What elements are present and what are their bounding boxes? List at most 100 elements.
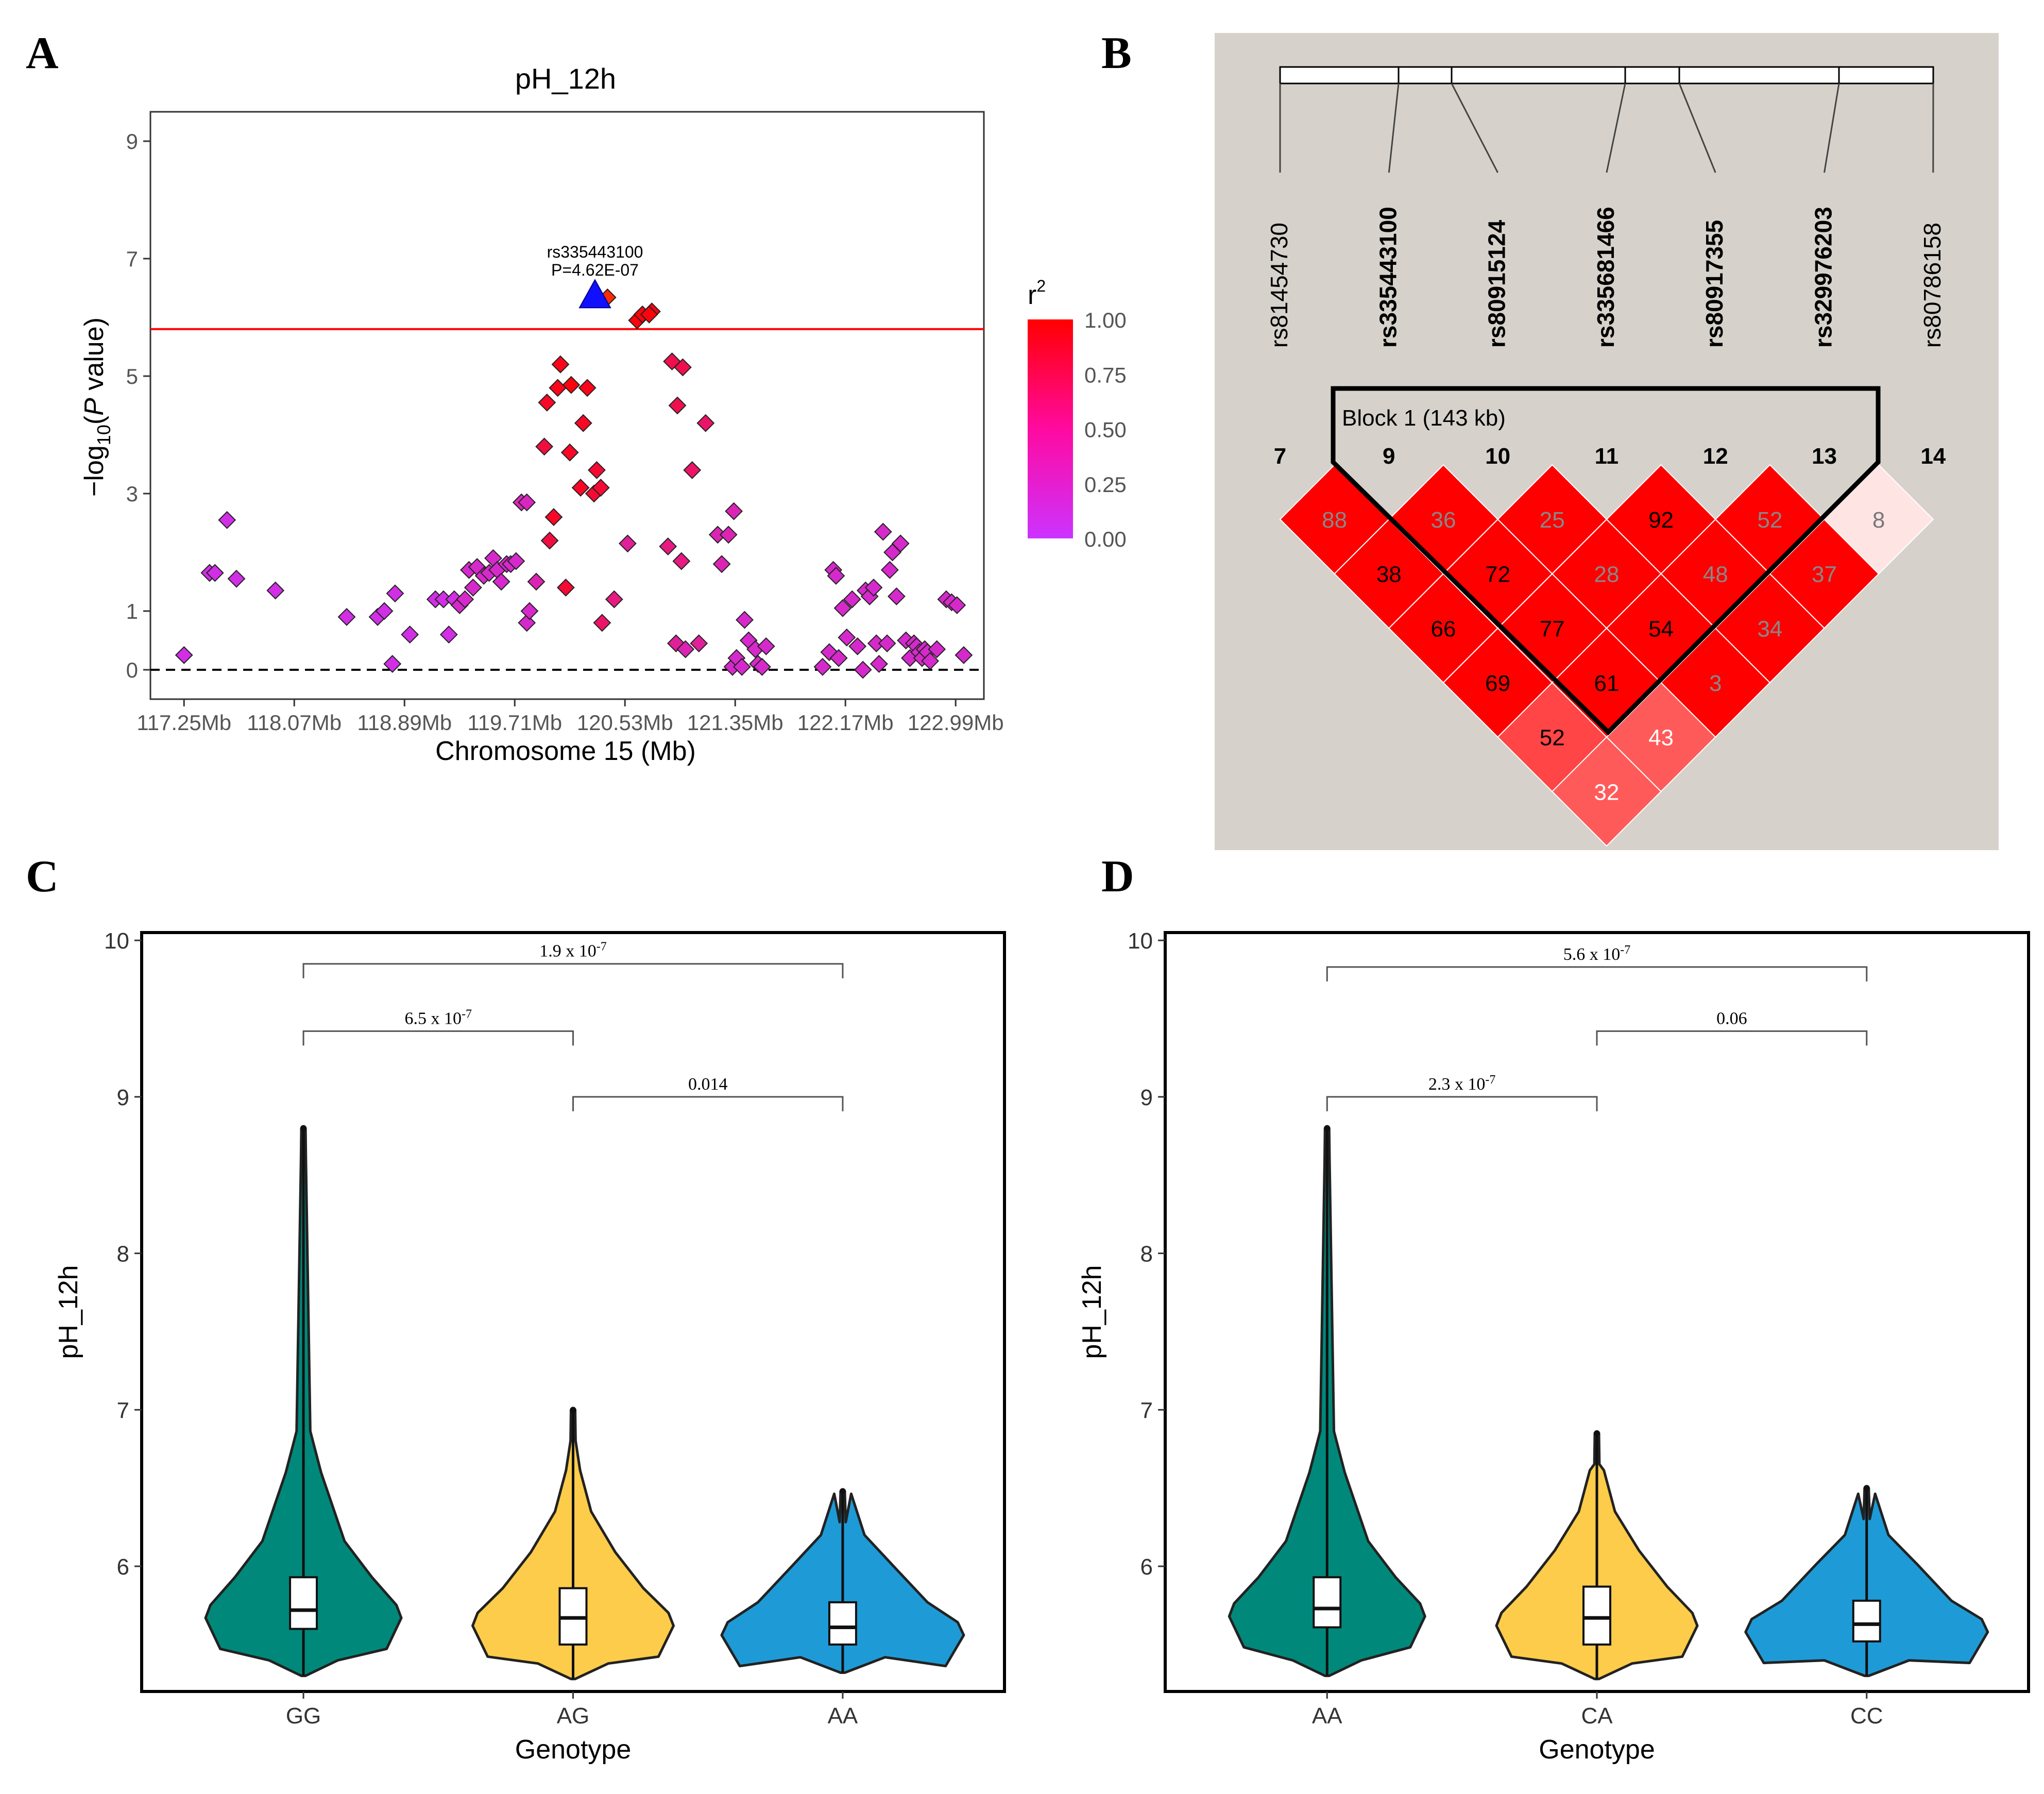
y-tick-label: 9	[1140, 1085, 1153, 1110]
legend-title: r2	[1028, 277, 1046, 310]
snp-point	[753, 657, 771, 676]
ld-cell-value: 32	[1594, 780, 1619, 805]
snp-point	[535, 437, 554, 456]
snp-point	[736, 611, 754, 629]
snp-point	[668, 396, 687, 415]
y-axis-label-open: (	[79, 415, 109, 425]
marker-number: 12	[1703, 444, 1728, 469]
ld-cell-value: 34	[1757, 616, 1782, 641]
outlier-point	[1594, 1430, 1600, 1436]
snp-point	[538, 393, 556, 412]
p-value-exponent: -7	[462, 1007, 472, 1021]
ld-cell-value: 52	[1540, 725, 1565, 751]
y-axis-label-main: −log	[79, 445, 109, 497]
ld-cell-value: 38	[1376, 562, 1402, 587]
x-tick-label: 119.71Mb	[467, 710, 562, 735]
snp-point	[574, 414, 592, 432]
snp-point	[659, 537, 677, 556]
ld-position-bar	[1279, 66, 1934, 84]
p-value-label: 2.3 x 10-7	[1428, 1073, 1496, 1094]
y-tick-label: 8	[1140, 1242, 1153, 1267]
x-tick-label: 117.25Mb	[137, 710, 231, 735]
snp-point	[227, 569, 246, 588]
ld-cell-value: 54	[1648, 616, 1674, 641]
ld-block-label: Block 1 (143 kb)	[1342, 405, 1506, 431]
panel-label-b: B	[1101, 28, 1132, 78]
snp-point	[578, 379, 597, 397]
p-value-label: 1.9 x 10-7	[539, 940, 607, 961]
snp-point	[880, 561, 899, 579]
y-tick-label: 5	[126, 364, 138, 388]
x-axis-label: Genotype	[1539, 1735, 1655, 1765]
snp-point	[813, 657, 832, 676]
outlier-point	[1324, 1125, 1331, 1131]
snp-point	[928, 640, 946, 658]
lead-snp-pvalue: P=4.62E-07	[551, 261, 639, 279]
x-tick-label: 122.99Mb	[908, 710, 1004, 735]
significance-bracket	[1326, 966, 1868, 981]
ld-cell-value: 92	[1648, 507, 1674, 533]
snp-point	[560, 443, 579, 462]
x-tick-label: AG	[557, 1703, 590, 1729]
legend-label: 1.00	[1084, 308, 1127, 332]
snp-point	[383, 655, 402, 673]
x-tick-label: AA	[828, 1703, 858, 1729]
snp-point	[206, 564, 224, 582]
outlier-point	[839, 1488, 846, 1495]
significance-bracket	[1326, 1096, 1598, 1111]
snp-point	[556, 578, 575, 597]
snp-point	[719, 526, 738, 544]
snp-point	[520, 602, 539, 620]
p-value-label: 0.06	[1716, 1009, 1747, 1028]
box-iqr	[1313, 1576, 1342, 1629]
marker-number: 7	[1274, 444, 1286, 469]
snp-point	[827, 567, 845, 585]
snp-point	[838, 628, 856, 647]
snp-name-label: rs329976203	[1810, 207, 1837, 348]
snp-point	[683, 461, 702, 479]
p-value-label: 5.6 x 10-7	[1563, 943, 1631, 964]
box-iqr	[1582, 1585, 1611, 1646]
x-tick-label: CA	[1581, 1703, 1613, 1729]
ld-cell-value: 69	[1485, 671, 1510, 696]
p-value-exponent: -7	[1485, 1073, 1495, 1087]
ld-heatmap: rs81454730 7 rs335443100 9 rs80915124 10 rs335…	[1215, 33, 1999, 850]
r2-color-bar	[1028, 319, 1073, 538]
x-tick-label: 118.07Mb	[247, 710, 342, 735]
snp-point	[375, 602, 394, 620]
ld-cell-value: 8	[1872, 507, 1885, 533]
snp-point	[593, 614, 611, 632]
p-value-base: 1.9 x 10	[539, 942, 597, 961]
y-tick-label: 3	[126, 482, 138, 506]
x-tick-label: 122.17Mb	[797, 710, 894, 735]
plot-title: pH_12h	[515, 62, 616, 95]
y-axis-label: pH_12h	[54, 1265, 83, 1359]
legend-title-sup: 2	[1036, 277, 1046, 295]
marker-number: 10	[1485, 444, 1510, 469]
snp-point	[640, 305, 658, 324]
y-axis-label-sub: 10	[93, 425, 114, 445]
p-value-label: 0.014	[688, 1075, 728, 1094]
ld-cell-value: 36	[1430, 507, 1456, 533]
y-tick-label: 6	[1140, 1554, 1153, 1580]
ld-connector-line	[1388, 83, 1400, 173]
snp-point	[955, 646, 973, 664]
y-tick-label: 8	[117, 1242, 129, 1267]
box-iqr	[828, 1601, 857, 1646]
p-value-exponent: -7	[1620, 943, 1630, 957]
snp-point	[266, 581, 285, 600]
ld-cell	[1824, 464, 1934, 575]
snp-point	[690, 634, 708, 653]
snp-point	[571, 479, 590, 497]
snp-point	[878, 634, 896, 653]
snp-point	[551, 355, 570, 374]
y-tick-label: 9	[117, 1085, 129, 1110]
y-tick-label: 0	[126, 658, 138, 682]
panel-label-c: C	[26, 852, 59, 902]
significance-bracket	[302, 1030, 574, 1046]
ld-cell-value: 72	[1485, 562, 1510, 587]
x-tick-label: 121.35Mb	[687, 710, 783, 735]
outlier-point	[570, 1407, 576, 1413]
ld-block-outline	[1331, 386, 1881, 736]
